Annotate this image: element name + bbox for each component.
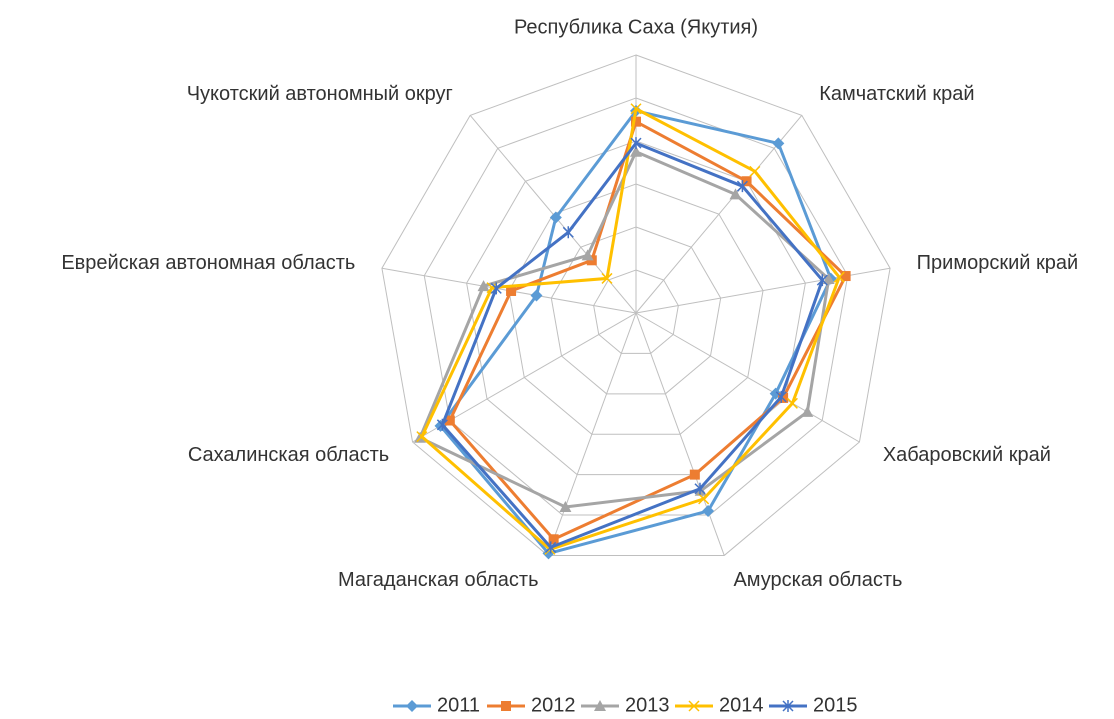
marker: [772, 137, 785, 150]
marker: [775, 390, 787, 403]
marker: [833, 271, 845, 283]
marker: [630, 137, 642, 150]
series-line: [440, 141, 825, 550]
grid-ring: [508, 183, 764, 435]
marker: [840, 271, 851, 282]
grid-ring: [593, 269, 679, 354]
spoke: [635, 267, 891, 314]
marker: [688, 700, 700, 712]
marker: [816, 274, 828, 287]
legend-label: 2011: [437, 694, 480, 716]
marker: [436, 418, 448, 431]
marker: [581, 249, 594, 261]
legend-label: 2012: [531, 694, 576, 716]
marker: [548, 534, 559, 545]
marker: [594, 700, 606, 711]
marker: [559, 500, 572, 512]
marker: [702, 504, 715, 517]
spoke: [547, 312, 637, 556]
legend-label: 2014: [719, 694, 764, 716]
marker: [749, 165, 761, 177]
category-label: Чукотский автономный округ: [187, 83, 453, 105]
marker: [562, 226, 574, 239]
spoke: [635, 115, 803, 314]
marker: [822, 273, 835, 285]
marker: [444, 415, 455, 426]
marker: [501, 701, 511, 711]
marker: [477, 280, 490, 292]
series-line: [418, 149, 831, 509]
marker: [406, 700, 418, 712]
legend-label: 2013: [625, 694, 670, 716]
marker: [414, 431, 427, 443]
legend-label: 2015: [813, 694, 858, 716]
series-line: [448, 119, 848, 542]
marker: [530, 289, 543, 302]
category-label: Республика Саха (Якутия): [514, 16, 758, 38]
series-line: [420, 106, 841, 552]
marker: [490, 282, 502, 295]
marker: [416, 431, 428, 443]
marker: [549, 211, 562, 224]
category-label: Магаданская область: [338, 569, 539, 591]
category-label: Хабаровский край: [883, 444, 1051, 466]
marker: [729, 188, 742, 200]
category-label: Амурская область: [733, 569, 902, 591]
marker: [689, 469, 700, 480]
marker: [801, 405, 814, 417]
marker: [698, 493, 710, 505]
marker: [630, 145, 642, 157]
marker: [736, 180, 748, 193]
category-label: Камчатский край: [819, 83, 974, 105]
marker: [601, 272, 613, 284]
spoke: [635, 312, 860, 443]
marker: [545, 541, 557, 554]
marker: [506, 285, 517, 296]
grid-ring: [550, 226, 722, 395]
category-label: Еврейская автономная область: [61, 252, 355, 274]
category-label: Приморский край: [917, 252, 1078, 274]
marker: [786, 397, 798, 409]
marker: [630, 103, 642, 115]
marker: [694, 482, 706, 495]
grid-ring: [381, 54, 891, 556]
category-label: Сахалинская область: [188, 444, 389, 466]
series-line: [438, 109, 833, 556]
marker: [782, 700, 794, 712]
marker: [631, 116, 641, 127]
